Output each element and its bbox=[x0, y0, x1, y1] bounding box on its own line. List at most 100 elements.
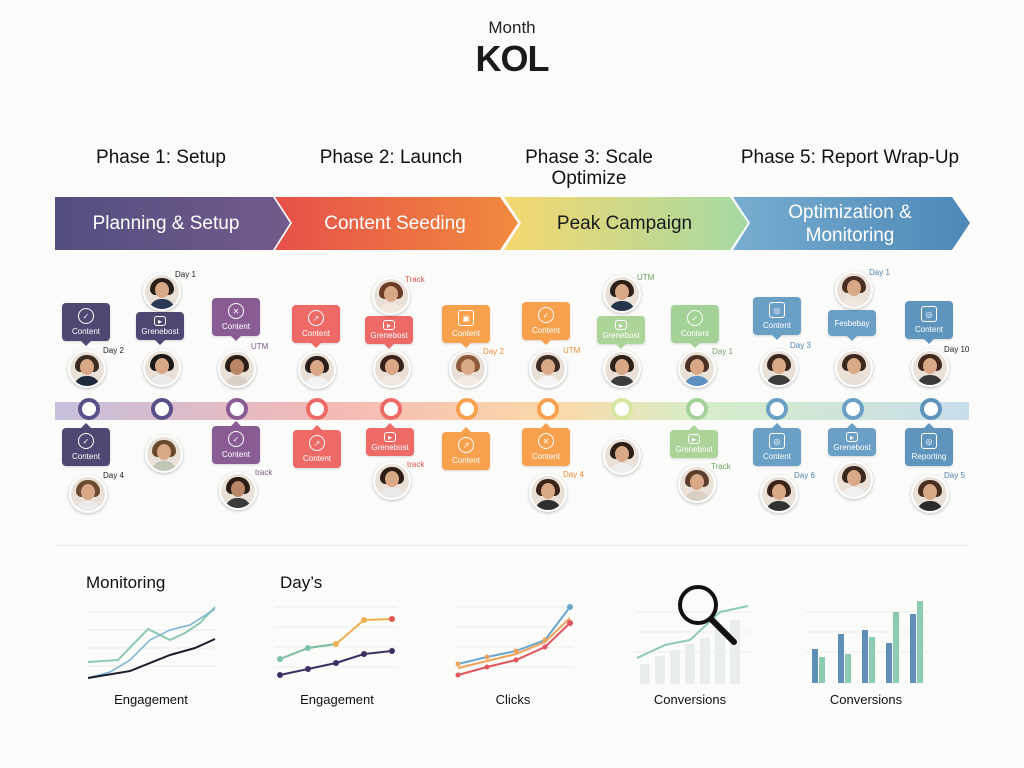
influencer-avatar bbox=[678, 465, 716, 503]
timeline-node[interactable] bbox=[611, 398, 633, 420]
timeline-node[interactable] bbox=[226, 398, 248, 420]
day-tag: Day 1 bbox=[712, 347, 733, 356]
content-card[interactable]: ▸ Grenebost bbox=[136, 312, 184, 345]
content-card[interactable]: ▣ Content bbox=[442, 305, 490, 348]
content-card[interactable]: ✓ Content bbox=[62, 423, 110, 466]
conversions-bar-chart bbox=[812, 601, 923, 683]
influencer-avatar bbox=[449, 350, 487, 388]
influencer-avatar bbox=[373, 350, 411, 388]
chart-caption: Engagement bbox=[300, 692, 374, 707]
video-icon: ▸ bbox=[384, 432, 396, 442]
check-icon: ✓ bbox=[78, 308, 94, 324]
content-card[interactable]: ↗ Content bbox=[442, 427, 490, 470]
content-card[interactable]: ✓ Content bbox=[671, 305, 719, 348]
influencer-avatar bbox=[760, 349, 798, 387]
content-card[interactable]: ◎ Content bbox=[753, 297, 801, 340]
phase-3-title: Phase 3: Scale Optimize bbox=[525, 147, 653, 189]
image-icon: ▣ bbox=[458, 310, 474, 326]
conversions-bars-faint bbox=[640, 620, 740, 684]
arrow-phase-3 bbox=[504, 197, 748, 250]
page-title: KOL bbox=[475, 38, 550, 79]
video-icon: ▸ bbox=[846, 432, 858, 442]
send-icon: ↗ bbox=[458, 437, 474, 453]
influencer-avatar bbox=[143, 349, 181, 387]
content-card[interactable]: ✕ Content bbox=[212, 298, 260, 341]
timeline-node[interactable] bbox=[537, 398, 559, 420]
influencer-avatar bbox=[143, 273, 181, 311]
engagement-line-2 bbox=[87, 608, 216, 679]
day-tag: Day 10 bbox=[944, 345, 970, 354]
content-card[interactable]: ↗ Content bbox=[292, 305, 340, 348]
content-card[interactable]: ✕ Content bbox=[522, 423, 570, 466]
section-divider bbox=[55, 545, 969, 546]
content-card[interactable]: ▸ Grenebost bbox=[366, 423, 414, 456]
arrow-phase-1 bbox=[55, 197, 290, 250]
timeline-node[interactable] bbox=[842, 398, 864, 420]
influencer-avatar bbox=[678, 350, 716, 388]
phase-5-title: Phase 5: Report Wrap-Up bbox=[740, 147, 960, 168]
day-tag: Day 6 bbox=[794, 471, 815, 480]
content-card[interactable]: ✓ Content bbox=[62, 303, 110, 346]
chart-caption: Conversions bbox=[653, 692, 727, 707]
day-tag: Day 2 bbox=[483, 347, 504, 356]
day-tag: Day 1 bbox=[175, 270, 196, 279]
arrow-phase-2 bbox=[275, 197, 518, 250]
content-card[interactable]: ▸ Grenebost bbox=[828, 423, 876, 456]
chart-gridlines bbox=[88, 606, 930, 668]
content-card[interactable]: ▸ Grenebost bbox=[670, 425, 718, 458]
content-card[interactable]: ✓ Content bbox=[522, 302, 570, 345]
track-tag: Track bbox=[405, 275, 425, 284]
influencer-avatar bbox=[835, 349, 873, 387]
video-icon: ▸ bbox=[154, 316, 166, 326]
influencer-avatar bbox=[69, 475, 107, 513]
timeline-node[interactable] bbox=[686, 398, 708, 420]
influencer-avatar bbox=[911, 349, 949, 387]
instagram-icon: ◎ bbox=[769, 433, 785, 449]
content-card[interactable]: ✓ Content bbox=[212, 421, 260, 464]
utm-tag: UTM bbox=[251, 342, 269, 351]
content-card[interactable]: ▸ Grenebost bbox=[365, 316, 413, 349]
timeline-node[interactable] bbox=[78, 398, 100, 420]
timeline-node[interactable] bbox=[306, 398, 328, 420]
close-icon: ✕ bbox=[228, 303, 244, 319]
timeline-node[interactable] bbox=[380, 398, 402, 420]
chart-caption: Conversions bbox=[829, 692, 903, 707]
content-card[interactable]: ◎ Content bbox=[905, 301, 953, 344]
timeline-node[interactable] bbox=[151, 398, 173, 420]
timeline-node[interactable] bbox=[766, 398, 788, 420]
instagram-icon: ◎ bbox=[769, 302, 785, 318]
content-card[interactable]: ◎ Reporting bbox=[905, 423, 953, 466]
phase-2-title: Phase 2: Launch bbox=[319, 147, 463, 168]
instagram-icon: ◎ bbox=[921, 306, 937, 322]
content-card[interactable]: ▸ Grenebost bbox=[597, 316, 645, 349]
day-tag: Day 4 bbox=[103, 471, 124, 480]
timeline-node[interactable] bbox=[456, 398, 478, 420]
influencer-avatar bbox=[529, 350, 567, 388]
content-card[interactable]: Fesbebay bbox=[828, 310, 876, 341]
influencer-avatar bbox=[835, 461, 873, 499]
instagram-icon: ◎ bbox=[921, 433, 937, 449]
chart-caption: Engagement bbox=[114, 692, 188, 707]
chart-caption: Clicks bbox=[495, 692, 531, 707]
day-tag: Day 3 bbox=[790, 341, 811, 350]
check-icon: ✓ bbox=[538, 307, 554, 323]
day-tag: Day 1 bbox=[869, 268, 890, 277]
timeline-node[interactable] bbox=[920, 398, 942, 420]
close-icon: ✕ bbox=[538, 433, 554, 449]
influencer-avatar bbox=[373, 462, 411, 500]
influencer-avatar bbox=[372, 277, 410, 315]
influencer-avatar bbox=[145, 435, 183, 473]
engagement-line-1 bbox=[87, 606, 216, 663]
arrow-label-optimization: Optimization & Monitoring bbox=[788, 201, 912, 246]
arrow-label-seeding: Content Seeding bbox=[324, 213, 466, 234]
check-icon: ✓ bbox=[687, 310, 703, 326]
conversions-line bbox=[636, 605, 749, 659]
influencer-avatar bbox=[298, 351, 336, 389]
check-icon: ✓ bbox=[228, 431, 244, 447]
influencer-avatar bbox=[603, 350, 641, 388]
content-card[interactable]: ◎ Content bbox=[753, 423, 801, 466]
content-card[interactable]: ↗ Content bbox=[293, 425, 341, 468]
video-icon: ▸ bbox=[383, 320, 395, 330]
